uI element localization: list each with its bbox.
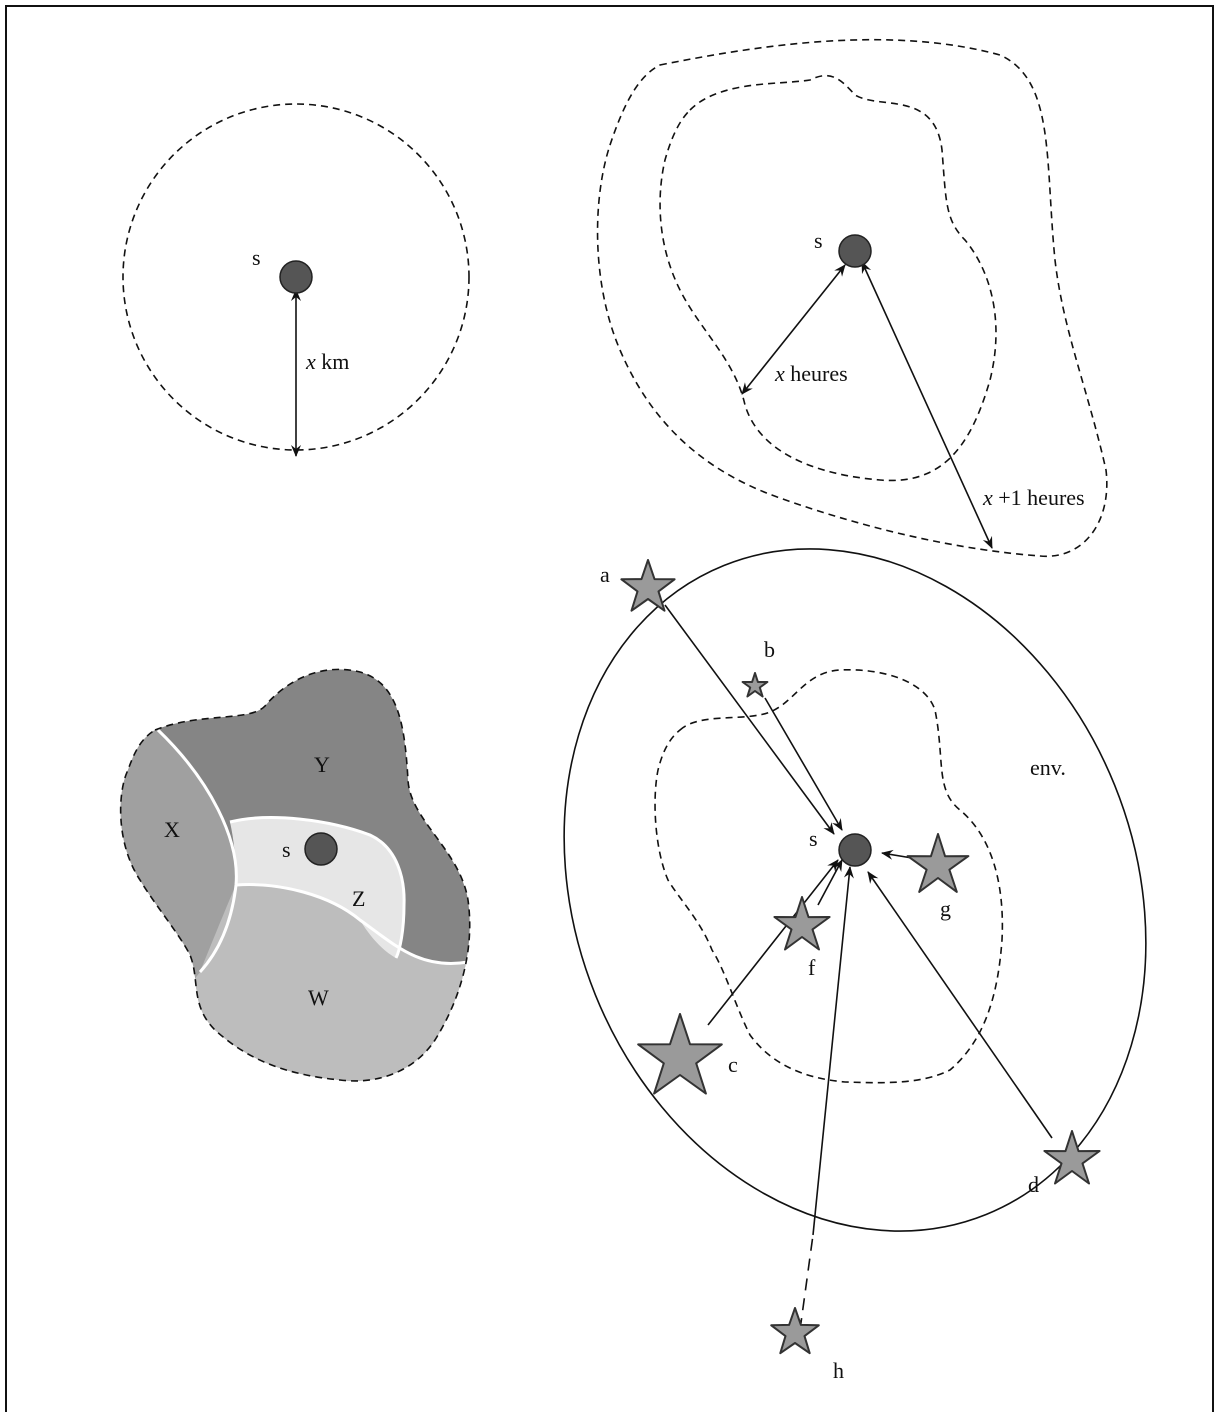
star-h <box>770 1307 820 1355</box>
inner-time-label: x heures <box>774 361 848 386</box>
star-b <box>741 672 769 698</box>
star-label-g: g <box>940 896 951 921</box>
site-label: s <box>252 245 261 270</box>
flow-c <box>707 859 839 1026</box>
distance-label: x km <box>305 349 349 374</box>
region-label-w: W <box>308 985 329 1010</box>
envelope-ellipse <box>563 548 1147 1232</box>
inner-time-arrow <box>741 264 846 395</box>
border-w <box>235 883 469 965</box>
isochrone-outer <box>596 38 1108 557</box>
star-g <box>906 833 970 893</box>
envelope-label: env. <box>1030 755 1066 780</box>
flow-h-dashed <box>799 1234 814 1331</box>
flow-a <box>664 604 835 835</box>
site-label: s <box>282 837 291 862</box>
border-x <box>156 728 238 974</box>
star-label-h: h <box>833 1358 844 1383</box>
site-label: s <box>809 826 818 851</box>
radius-boundary <box>122 103 470 451</box>
star-c <box>637 1013 723 1095</box>
star-label-d: d <box>1028 1172 1039 1197</box>
outer-time-arrow <box>861 261 993 549</box>
panel-envelope: env. s a b c d f g h <box>563 548 1147 1383</box>
site-marker <box>838 833 872 867</box>
figure-frame <box>5 5 1214 1417</box>
flow-g <box>881 849 913 860</box>
isochrone-inner <box>659 74 997 482</box>
isochrone-inner <box>654 669 1004 1084</box>
border-z <box>229 816 406 959</box>
site-marker <box>838 234 872 268</box>
star-label-b: b <box>764 637 775 662</box>
star-label-f: f <box>808 955 816 980</box>
star-label-c: c <box>728 1052 738 1077</box>
attraction-points <box>620 559 1101 1355</box>
flow-f <box>817 859 843 906</box>
flow-h <box>812 866 854 1236</box>
panel-distance-radius: s x km <box>122 103 470 457</box>
region-z <box>230 817 405 958</box>
outer-time-label: x +1 heures <box>982 485 1085 510</box>
flow-d <box>867 871 1053 1139</box>
envelope-label-bg <box>1020 752 1090 782</box>
region-label-y: Y <box>314 752 330 777</box>
region-label-x: X <box>164 817 180 842</box>
star-a <box>620 559 676 612</box>
site-marker <box>279 260 313 294</box>
region-label-z: Z <box>352 886 365 911</box>
regions-boundary <box>119 668 471 1082</box>
star-label-a: a <box>600 562 610 587</box>
star-d <box>1043 1130 1101 1185</box>
star-f <box>773 896 831 951</box>
site-marker <box>304 832 338 866</box>
panel-regions: s X Y Z W <box>119 668 471 1082</box>
site-label: s <box>814 228 823 253</box>
flow-b <box>764 697 843 831</box>
attraction-point-labels: a b c d f g h <box>600 562 1039 1383</box>
panel-isochrones: s x heures x +1 heures <box>596 38 1108 557</box>
